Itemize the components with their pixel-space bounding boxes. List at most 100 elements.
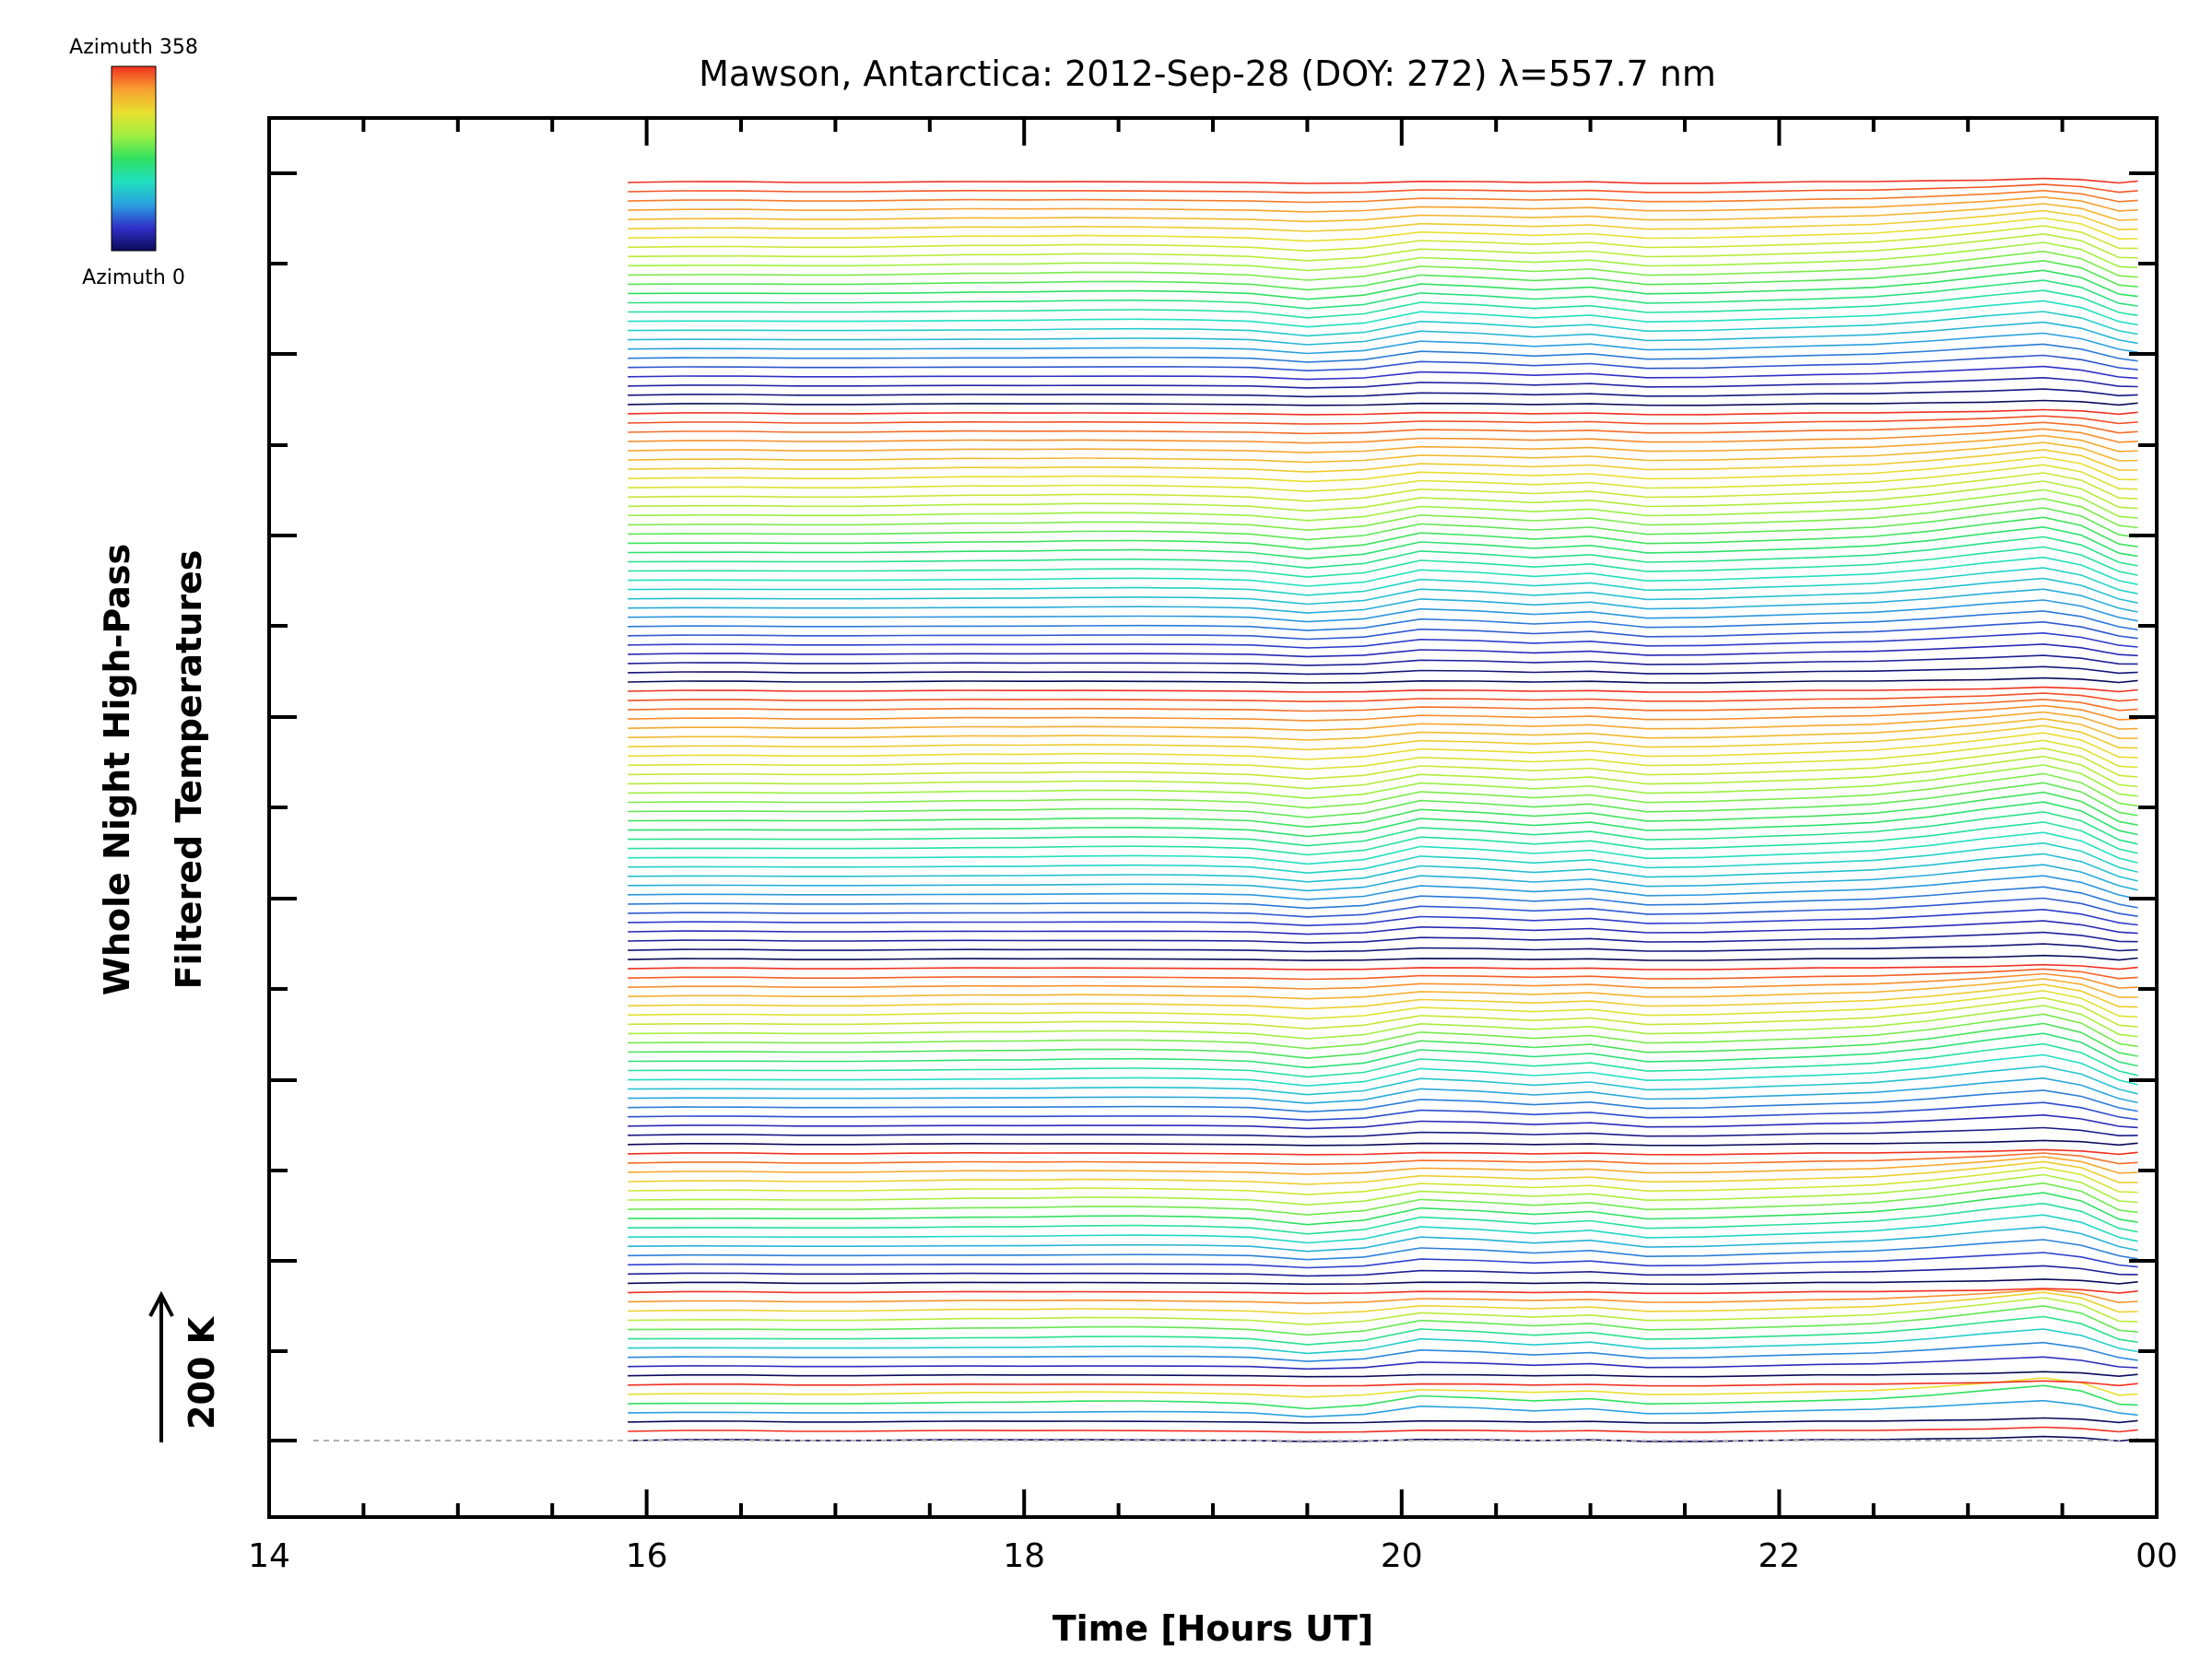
x-tick-label: 20 [1381,1537,1423,1575]
azimuth-trace-g6-1 [628,665,2138,676]
azimuth-trace-g5-10 [628,841,2138,875]
azimuth-trace-g2-4 [628,1315,2138,1346]
colorbar-top-label: Azimuth 358 [69,36,198,59]
azimuth-trace-g3-14 [628,1148,2138,1156]
azimuth-trace-g3-12 [628,1156,2138,1175]
azimuth-trace-g2-9 [628,1288,2138,1295]
azimuth-trace-g6-21 [628,464,2138,493]
azimuth-trace-g5-0 [628,954,2138,961]
azimuth-trace-g3-11 [628,1160,2138,1185]
azimuth-trace-g4-1 [628,1126,2138,1138]
y-axis-label-line-1: Whole Night High-Pass [97,544,137,995]
azimuth-trace-g3-9 [628,1173,2138,1206]
azimuth-trace-g7-7 [628,321,2138,346]
azimuth-trace-g5-20 [628,747,2138,780]
azimuth-trace-g6-0 [628,677,2138,684]
azimuth-trace-g5-26 [628,704,2138,722]
azimuth-colorbar: Azimuth 358 Azimuth 0 [69,36,198,289]
azimuth-trace-g1-0 [628,1417,2138,1424]
azimuth-trace-g7-17 [628,225,2138,253]
x-tick-label: 14 [248,1537,290,1575]
azimuth-trace-g7-8 [628,311,2138,337]
azimuth-trace-g5-28 [628,692,2138,703]
azimuth-trace-g5-23 [628,724,2138,751]
azimuth-trace-g6-8 [628,588,2138,614]
azimuth-trace-g7-20 [628,203,2138,223]
azimuth-trace-g2-2 [628,1341,2138,1362]
azimuth-trace-g6-5 [628,620,2138,641]
azimuth-trace-g2-1 [628,1356,2138,1371]
azimuth-trace-g1-1 [628,1399,2138,1418]
azimuth-trace-g5-3 [628,920,2138,935]
azimuth-trace-g4-9 [628,1032,2138,1069]
azimuth-trace-g4-13 [628,996,2138,1030]
colorbar-gradient [111,65,157,252]
y-axis-label-line-2: Filtered Temperatures [169,550,209,990]
azimuth-trace-g7-0 [628,399,2138,406]
azimuth-trace-g5-8 [628,864,2138,892]
azimuth-trace-g4-17 [628,972,2138,990]
azimuth-trace-g6-4 [628,631,2138,649]
azimuth-trace-g6-23 [628,449,2138,473]
azimuth-trace-g7-2 [628,376,2138,389]
x-tick-label: 22 [1758,1537,1800,1575]
x-tick-labels: 14 16 18 20 22 00 [248,1537,2178,1575]
azimuth-trace-g5-16 [628,782,2138,818]
azimuth-trace-g2-0 [628,1371,2138,1378]
azimuth-trace-g6-26 [628,428,2138,444]
azimuth-trace-g6-29 [628,408,2138,416]
azimuth-trace-g4-2 [628,1113,2138,1130]
azimuth-trace-g3-6 [628,1202,2138,1235]
azimuth-trace-g5-15 [628,791,2138,829]
azimuth-trace-g4-18 [628,968,2138,981]
azimuth-trace-g3-0 [628,1278,2138,1286]
azimuth-trace-g5-1 [628,943,2138,953]
azimuth-trace-g6-16 [628,507,2138,541]
azimuth-trace-g7-18 [628,217,2138,242]
azimuth-trace-g6-3 [628,643,2138,658]
azimuth-trace-g5-21 [628,739,2138,771]
azimuth-trace-g4-10 [628,1022,2138,1059]
azimuth-trace-g3-13 [628,1152,2138,1166]
azimuth-trace-g6-25 [628,434,2138,453]
azimuth-trace-g7-24 [628,177,2138,184]
azimuth-trace-g5-7 [628,875,2138,900]
azimuth-trace-g7-19 [628,209,2138,232]
azimuth-trace-g3-4 [628,1226,2138,1253]
azimuth-trace-g5-17 [628,772,2138,809]
azimuth-trace-g5-11 [628,831,2138,865]
azimuth-trace-g3-10 [628,1166,2138,1195]
azimuth-trace-g4-4 [628,1089,2138,1113]
azimuth-trace-g6-19 [628,480,2138,512]
azimuth-trace-g5-4 [628,908,2138,927]
azimuth-trace-g6-24 [628,441,2138,464]
azimuth-trace-g7-3 [628,365,2138,381]
azimuth-trace-g4-19 [628,963,2138,971]
scale-arrow-head [148,1290,174,1317]
temperature-scale-indicator: 200 K [148,1290,222,1442]
azimuth-trace-g6-28 [628,415,2138,425]
azimuth-trace-g6-7 [628,599,2138,623]
axis-ticks [267,118,2159,1517]
azimuth-trace-g3-8 [628,1182,2138,1216]
azimuth-trace-g7-22 [628,189,2138,204]
azimuth-trace-g6-6 [628,610,2138,631]
azimuth-trace-g6-12 [628,546,2138,578]
azimuth-trace-g6-22 [628,456,2138,483]
azimuth-trace-g5-29 [628,686,2138,693]
azimuth-trace-g4-5 [628,1077,2138,1104]
azimuth-trace-g7-12 [628,269,2138,300]
azimuth-trace-g1-4 [628,1380,2138,1387]
azimuth-trace-g4-7 [628,1053,2138,1088]
azimuth-trace-g5-12 [628,821,2138,856]
azimuth-trace-g6-27 [628,421,2138,435]
x-tick-label: 18 [1003,1537,1045,1575]
azimuth-trace-g6-9 [628,577,2138,606]
azimuth-trace-g3-3 [628,1239,2138,1261]
azimuth-trace-g6-14 [628,525,2138,559]
azimuth-trace-g5-14 [628,801,2138,838]
azimuth-trace-g7-6 [628,332,2138,355]
azimuth-trace-g4-0 [628,1139,2138,1147]
y-axis-label: Whole Night High-Pass Filtered Temperatu… [97,544,209,995]
